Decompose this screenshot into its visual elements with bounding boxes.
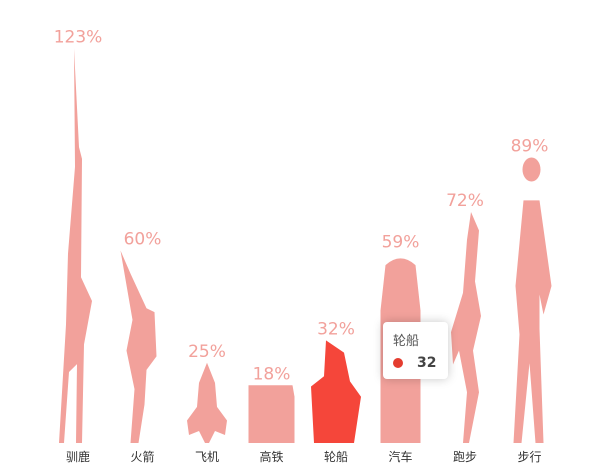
category-labels: 驯鹿 火箭 飞机 高铁 轮船 汽车 跑步 步行	[66, 449, 542, 464]
value-label: 123%	[54, 27, 103, 47]
category-label: 高铁	[259, 449, 283, 464]
tooltip-row: 32	[393, 355, 436, 371]
bar-walk-icon[interactable]	[513, 157, 552, 443]
category-label: 飞机	[195, 450, 219, 464]
value-label: 89%	[511, 137, 549, 157]
bar-ship-icon[interactable]	[311, 340, 361, 443]
tooltip-title: 轮船	[393, 334, 420, 349]
value-label: 25%	[188, 342, 226, 362]
bar-plane-icon[interactable]	[187, 362, 227, 443]
value-label: 59%	[382, 233, 420, 253]
value-label: 72%	[446, 191, 484, 211]
tooltip-dot	[393, 358, 403, 368]
category-label: 汽车	[388, 449, 412, 464]
category-label: 步行	[517, 450, 541, 464]
bar-reindeer-icon[interactable]	[59, 48, 92, 443]
category-label: 火箭	[130, 449, 154, 464]
category-label: 驯鹿	[66, 449, 90, 464]
value-label: 18%	[253, 364, 291, 384]
tooltip-value: 32	[417, 355, 437, 371]
category-label: 跑步	[453, 450, 477, 464]
tooltip: 轮船 32	[383, 322, 449, 379]
bar-train-icon[interactable]	[248, 385, 295, 443]
bar-rocket-icon[interactable]	[120, 250, 157, 443]
bar-run-icon[interactable]	[451, 212, 481, 443]
category-label: 轮船	[324, 450, 348, 464]
value-labels: 123% 60% 25% 18% 32% 59% 72% 89%	[54, 27, 549, 384]
value-label: 60%	[124, 230, 162, 250]
value-label: 32%	[317, 319, 355, 339]
